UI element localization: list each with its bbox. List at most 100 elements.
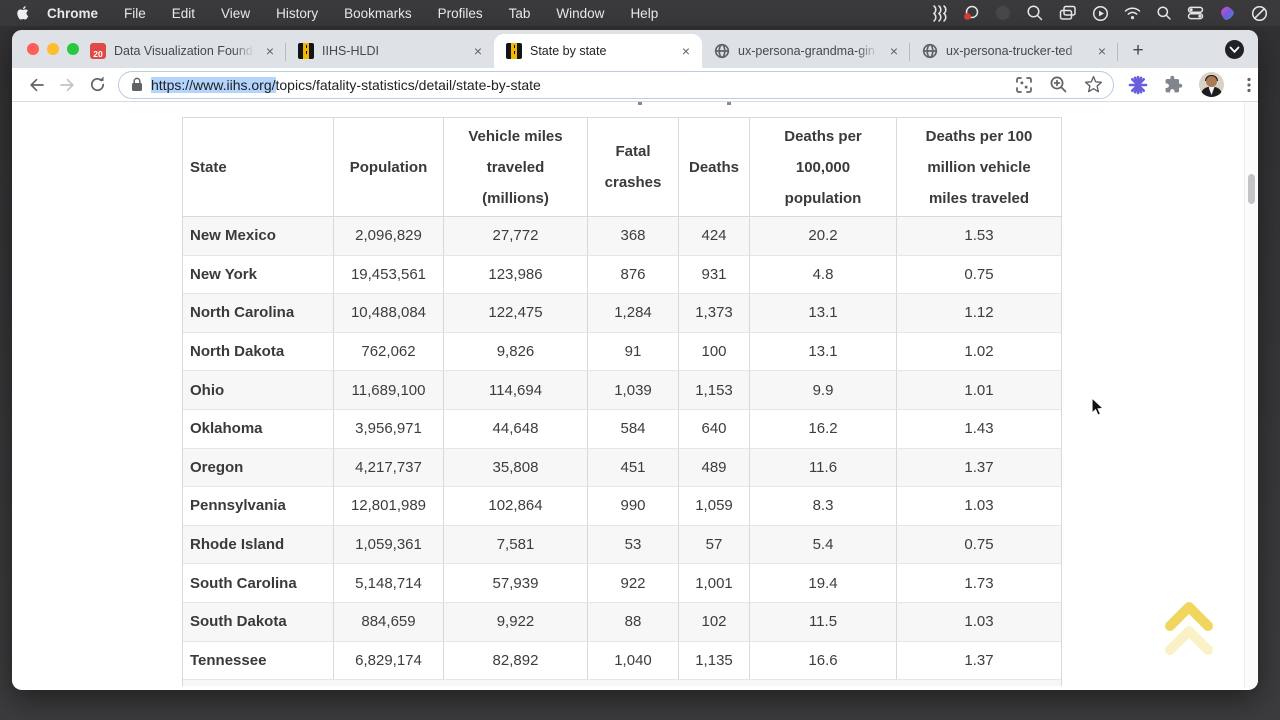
close-tab-icon[interactable]: × (1097, 43, 1107, 59)
starburst-extension-icon[interactable] (1128, 75, 1148, 95)
globe-favicon (714, 43, 730, 59)
tab-search-button[interactable] (1225, 40, 1244, 59)
scroll-to-top-button[interactable] (1160, 598, 1218, 660)
column-header: Fatal crashes (588, 118, 679, 217)
iihs-road-favicon (506, 43, 522, 59)
hidden-status-icon[interactable] (995, 5, 1011, 21)
lock-icon (132, 77, 142, 91)
value-cell: 19,453,561 (334, 255, 444, 295)
value-cell: 82,892 (444, 641, 588, 681)
forward-button[interactable] (52, 70, 82, 100)
value-cell: 9.9 (750, 371, 897, 410)
value-cell: 0.75 (897, 525, 1062, 565)
value-cell: 640 (679, 409, 750, 449)
minimize-window-button[interactable] (47, 43, 59, 55)
state-cell: South Dakota (183, 602, 334, 642)
url-text[interactable]: https://www.iihs.org/topics/fatality-sta… (151, 76, 1005, 93)
now-playing-icon[interactable] (1092, 5, 1109, 22)
value-cell: 1,059,361 (334, 525, 444, 565)
close-tab-icon[interactable]: × (265, 43, 275, 59)
menu-item-history[interactable]: History (276, 5, 319, 21)
tab-data-visualization[interactable]: 20 Data Visualization Founda × (78, 34, 286, 68)
menu-item-help[interactable]: Help (630, 5, 659, 21)
value-cell: 9,826 (444, 332, 588, 372)
reload-button[interactable] (82, 70, 112, 100)
navigation-toolbar: https://www.iihs.org/topics/fatality-sta… (12, 68, 1258, 102)
value-cell: 88 (588, 602, 679, 642)
tab-ux-persona-grandma[interactable]: ux-persona-grandma-gin × (702, 34, 910, 68)
bookmark-star-icon[interactable] (1084, 75, 1103, 94)
tab-label: ux-persona-grandma-gin (738, 44, 875, 58)
menu-item-file[interactable]: File (124, 5, 146, 21)
menu-item-window[interactable]: Window (556, 5, 605, 21)
close-tab-icon[interactable]: × (681, 43, 691, 59)
value-cell: 424 (679, 217, 750, 256)
tab-label: IIHS-HLDI (322, 44, 379, 58)
tab-state-by-state[interactable]: State by state × (494, 34, 702, 68)
frame-capture-icon[interactable] (1015, 76, 1033, 94)
tabs: 20 Data Visualization Founda × IIHS-HLDI… (78, 30, 1152, 68)
profile-avatar[interactable] (1199, 72, 1224, 97)
column-header: Population (334, 118, 444, 217)
close-window-button[interactable] (27, 43, 39, 55)
tab-ux-persona-trucker[interactable]: ux-persona-trucker-ted × (910, 34, 1118, 68)
value-cell: 44,648 (444, 409, 588, 449)
scrollbar-thumb[interactable] (1248, 174, 1255, 204)
extensions-puzzle-icon[interactable] (1164, 75, 1183, 94)
chrome-menu-icon[interactable] (1240, 76, 1258, 94)
tab-strip: 20 Data Visualization Founda × IIHS-HLDI… (12, 30, 1258, 68)
menu-item-view[interactable]: View (221, 5, 251, 21)
fullscreen-window-button[interactable] (67, 43, 79, 55)
value-cell: 876 (588, 255, 679, 295)
table-row-partial (183, 680, 1062, 687)
back-button[interactable] (22, 70, 52, 100)
value-cell: 13.1 (750, 332, 897, 372)
wifi-icon[interactable] (1124, 6, 1141, 20)
value-cell: 16.2 (750, 409, 897, 449)
screen-recording-icon[interactable] (963, 5, 980, 21)
address-bar[interactable]: https://www.iihs.org/topics/fatality-sta… (118, 70, 1114, 99)
close-tab-icon[interactable]: × (473, 43, 483, 59)
value-cell: 123,986 (444, 255, 588, 295)
menu-item-bookmarks[interactable]: Bookmarks (344, 5, 412, 21)
value-cell: 3,956,971 (334, 409, 444, 449)
value-cell: 1,039 (588, 371, 679, 410)
tab-label: Data Visualization Founda (114, 44, 254, 58)
apple-menu-icon[interactable] (16, 5, 29, 21)
menu-app-name[interactable]: Chrome (47, 5, 99, 21)
value-cell: 990 (588, 487, 679, 526)
spotlight-icon[interactable] (1156, 5, 1172, 21)
value-cell: 2,096,829 (334, 217, 444, 256)
zoom-menu-icon[interactable] (1026, 4, 1044, 22)
menu-item-edit[interactable]: Edit (171, 5, 196, 21)
screen-mirroring-icon[interactable] (1059, 5, 1077, 21)
value-cell: 762,062 (334, 332, 444, 372)
scrollbar-track[interactable] (1244, 102, 1258, 688)
table-row: Oregon 4,217,737 35,808 451 489 11.6 1.37 (183, 448, 1062, 488)
value-cell: 1,059 (679, 487, 750, 526)
creative-app-icon[interactable] (1219, 5, 1236, 22)
state-cell: Pennsylvania (183, 487, 334, 526)
do-not-disturb-icon[interactable] (1251, 5, 1268, 22)
table-header-row: State Population Vehicle miles traveled (m… (183, 118, 1062, 217)
menu-item-profiles[interactable]: Profiles (437, 5, 483, 21)
zoom-in-icon[interactable] (1049, 75, 1068, 94)
value-cell: 1,153 (679, 371, 750, 410)
table-row: Rhode Island 1,059,361 7,581 53 57 5.4 0.75 (183, 525, 1062, 565)
journeys-icon[interactable] (932, 4, 948, 22)
state-cell: North Carolina (183, 294, 334, 333)
value-cell: 13.1 (750, 294, 897, 333)
browser-window: 20 Data Visualization Founda × IIHS-HLDI… (12, 30, 1258, 690)
calendar-20-favicon: 20 (90, 43, 106, 59)
value-cell: 1.73 (897, 564, 1062, 603)
menu-item-tab[interactable]: Tab (508, 5, 531, 21)
close-tab-icon[interactable]: × (889, 43, 899, 59)
value-cell: 57,939 (444, 564, 588, 603)
tab-iihs-hldi[interactable]: IIHS-HLDI × (286, 34, 494, 68)
value-cell: 1.37 (897, 448, 1062, 488)
control-center-icon[interactable] (1187, 5, 1204, 21)
value-cell: 19.4 (750, 564, 897, 603)
value-cell: 9,922 (444, 602, 588, 642)
value-cell: 20.2 (750, 217, 897, 256)
new-tab-button[interactable]: + (1132, 40, 1144, 61)
